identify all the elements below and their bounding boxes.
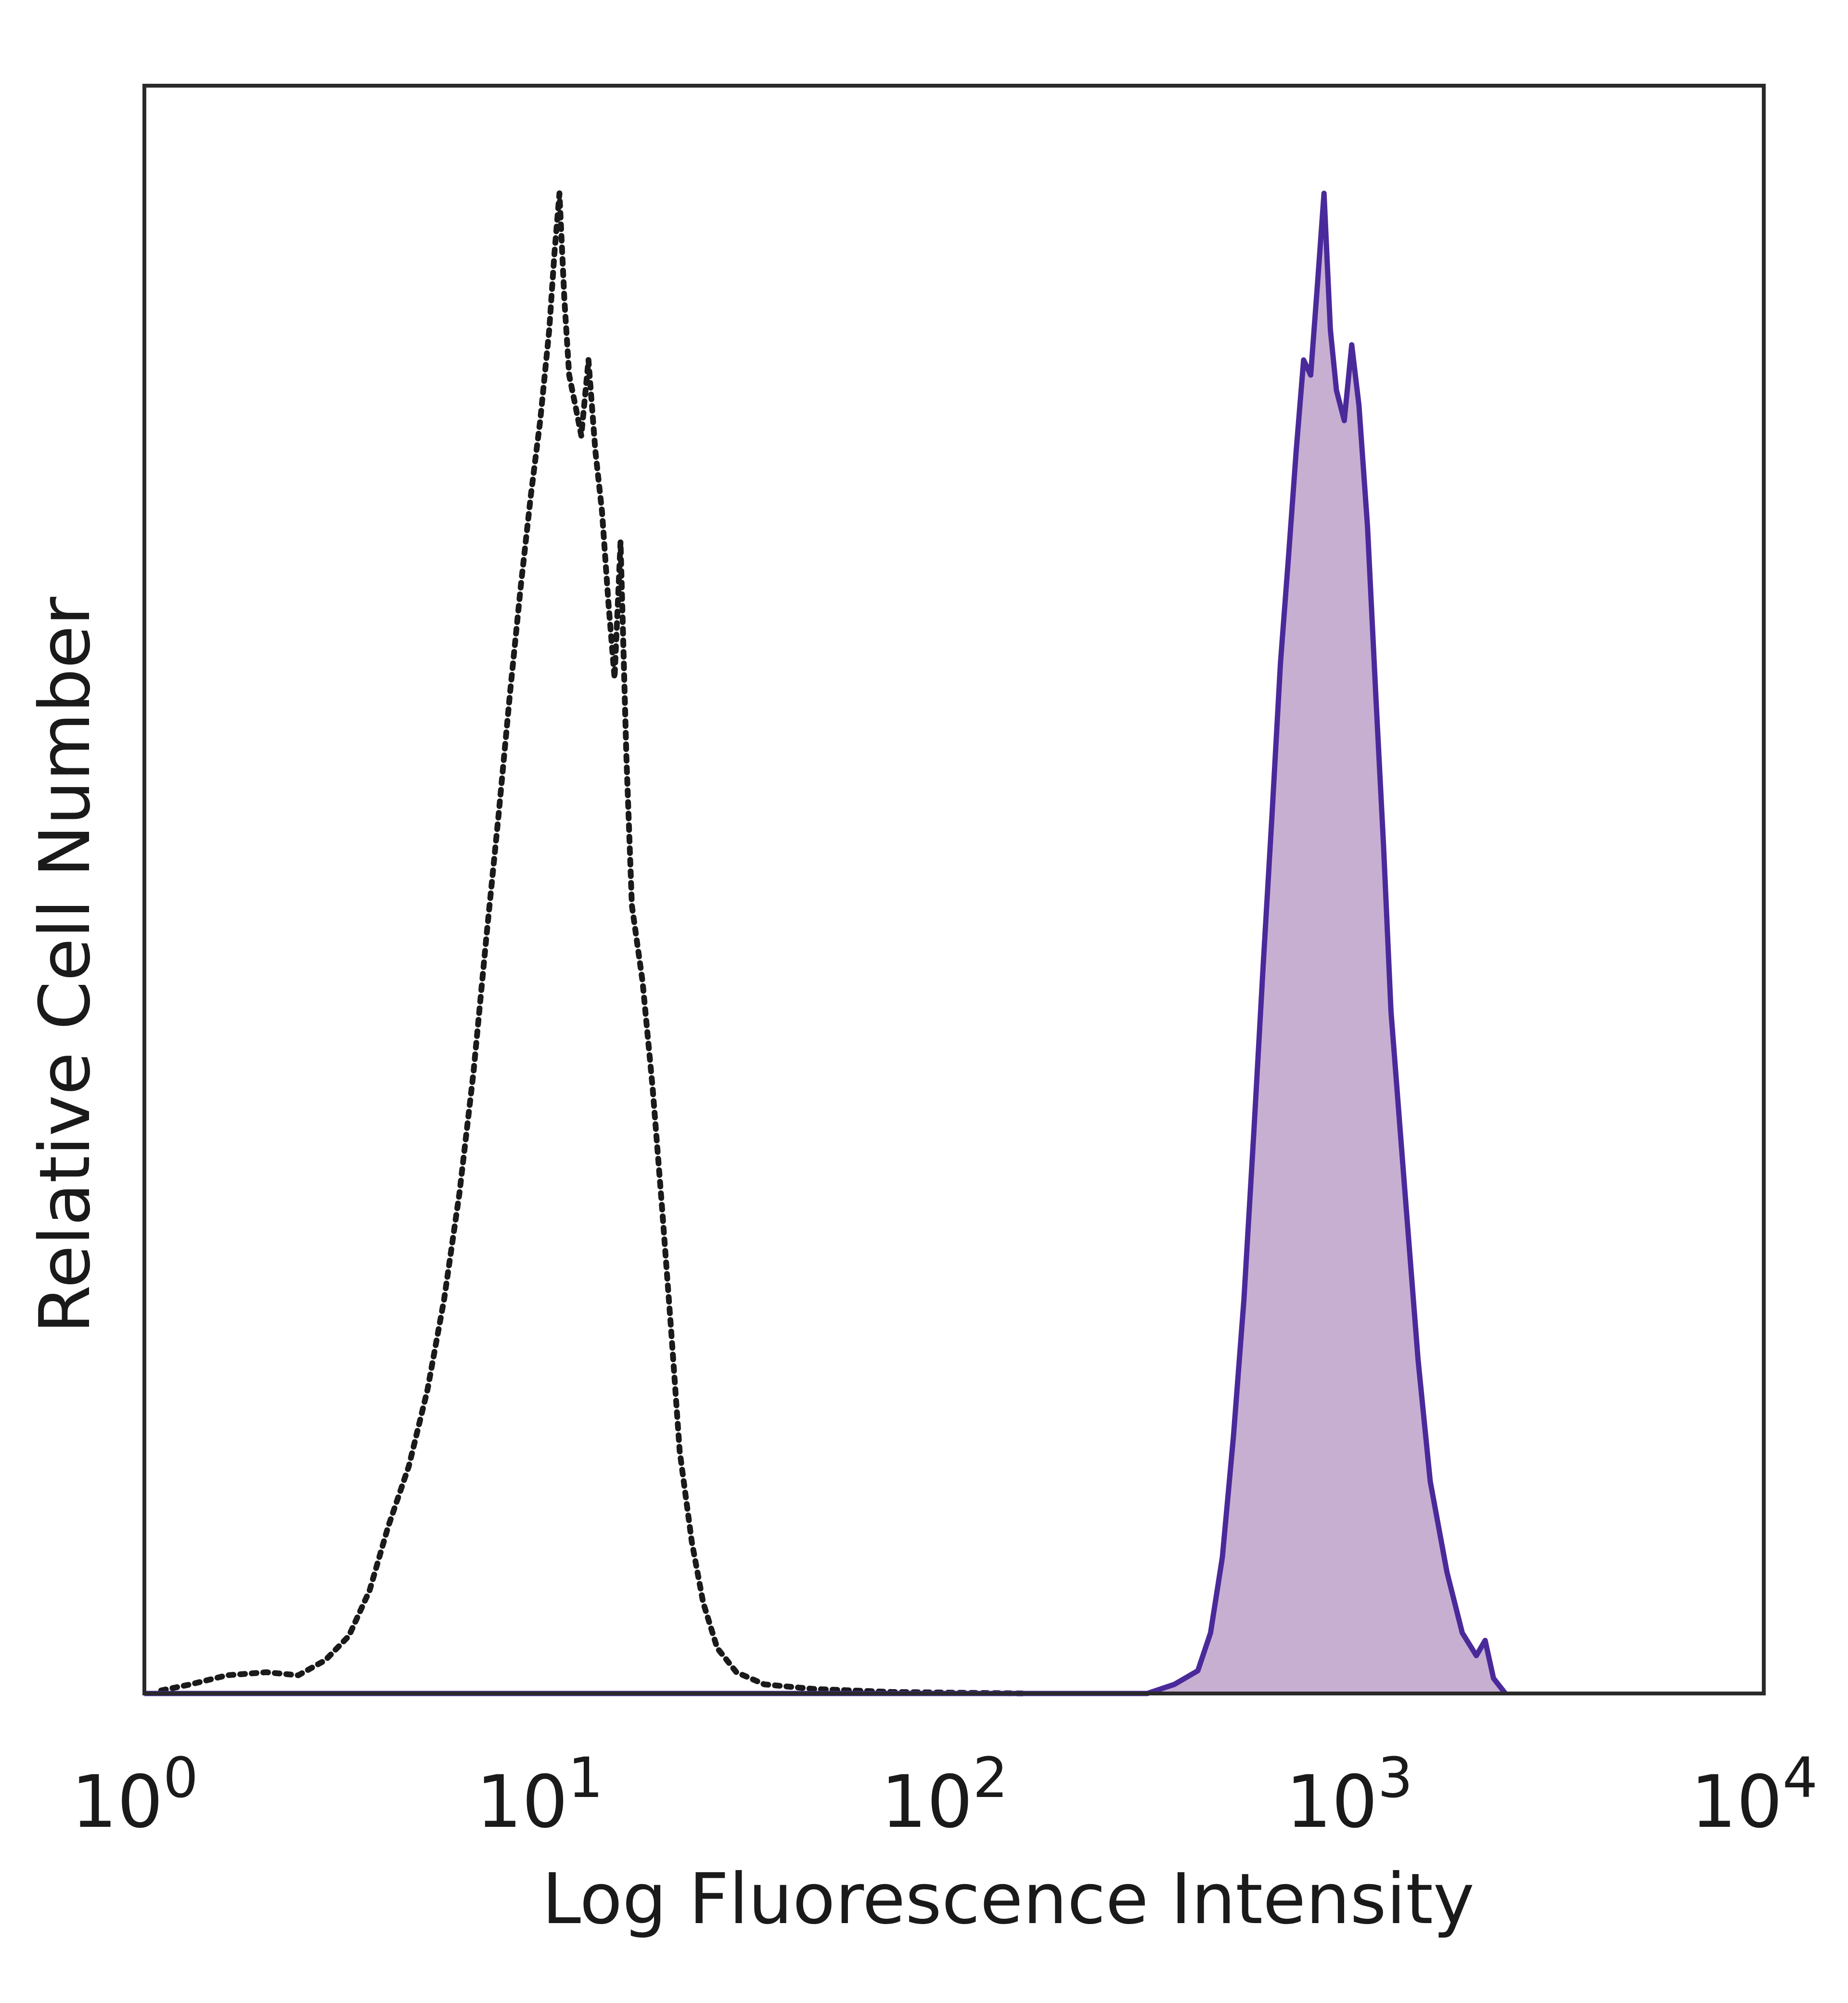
x-tick-label-0: 100 [71,1746,198,1844]
x-tick-label-2: 102 [881,1746,1008,1844]
x-tick-label-3: 103 [1286,1746,1413,1844]
y-axis-label: Relative Cell Number [25,596,106,1333]
series-layer [144,190,1508,1696]
series-1-area [144,193,1506,1693]
plot-frame [142,84,1766,1695]
x-tick-label-4: 104 [1691,1746,1818,1844]
series-0-line [158,190,1028,1696]
series-1-line [144,191,1508,1696]
x-axis-label: Log Fluorescence Intensity [542,1859,1475,1940]
x-tick-labels: 100 101 102 103 104 [71,1746,1818,1844]
x-tick-label-1: 101 [476,1746,603,1844]
